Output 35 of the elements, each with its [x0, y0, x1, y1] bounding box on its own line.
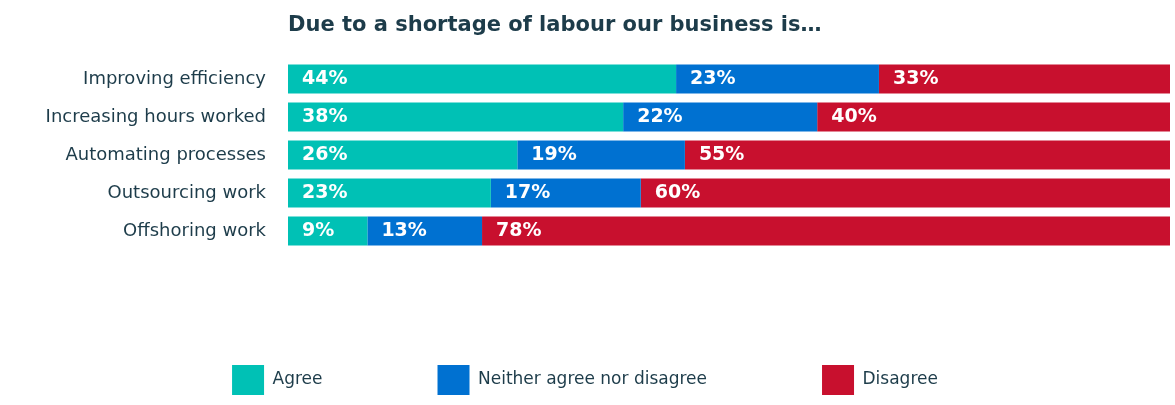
data-label: 19% [531, 141, 577, 164]
data-label: 9% [302, 217, 335, 240]
data-label: 23% [690, 65, 736, 88]
chart-title: Due to a shortage of labour our business is… [288, 12, 822, 36]
bar [288, 102, 624, 132]
data-label: 13% [381, 217, 427, 240]
data-label: 60% [654, 179, 701, 202]
y-tick-label: Offshoring work [123, 218, 267, 240]
legend-label: Disagree [862, 368, 938, 389]
data-label: 22% [637, 103, 683, 126]
data-label: 55% [698, 141, 745, 164]
legend-label: Agree [272, 368, 323, 389]
bar [817, 102, 1170, 132]
bar [288, 64, 677, 94]
bar [684, 140, 1170, 170]
data-label: 26% [302, 141, 348, 164]
bar [482, 216, 1170, 246]
bar [288, 178, 491, 208]
data-label: 17% [504, 179, 551, 202]
data-label: 38% [302, 103, 348, 126]
y-tick-label: Automating processes [65, 142, 266, 164]
data-label: 78% [496, 217, 542, 240]
data-label: 44% [302, 65, 348, 88]
y-tick-label: Improving efficiency [83, 66, 267, 88]
bar [640, 178, 1170, 208]
bar [288, 140, 518, 170]
legend-label: Neither agree nor disagree [478, 368, 708, 389]
y-tick-label: Increasing hours worked [45, 104, 266, 126]
bar [676, 64, 879, 94]
data-label: 40% [831, 103, 877, 126]
data-label: 33% [892, 65, 939, 88]
y-tick-label: Outsourcing work [107, 180, 267, 202]
data-label: 23% [302, 179, 348, 202]
bar [878, 64, 1170, 94]
bar [623, 102, 818, 132]
